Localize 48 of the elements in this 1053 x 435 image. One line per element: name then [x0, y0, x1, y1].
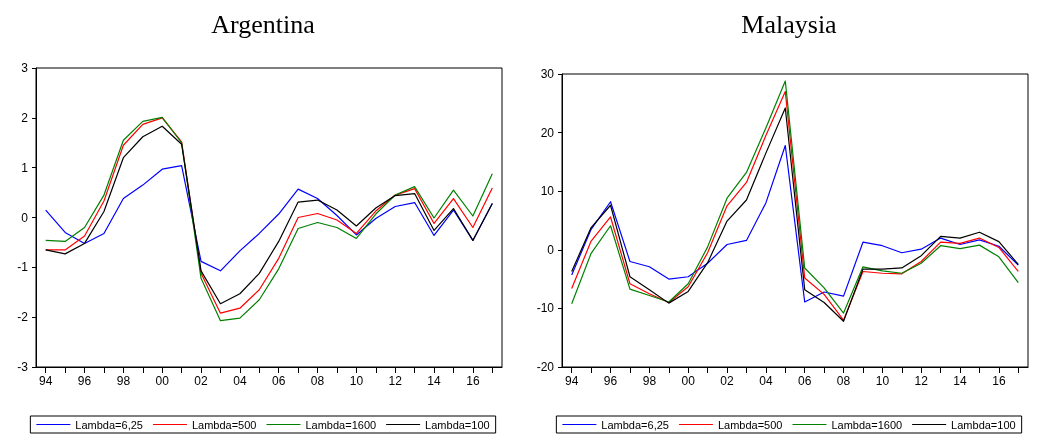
x-tick-label: 96: [603, 374, 618, 388]
x-tick-label: 94: [39, 374, 53, 388]
chart-title: Argentina: [211, 9, 316, 39]
x-tick-label: 16: [992, 374, 1006, 388]
legend-label: Lambda=6,25: [601, 418, 669, 431]
y-tick-label: -1: [17, 260, 29, 275]
x-tick-label: 98: [642, 374, 657, 388]
x-tick-label: 12: [914, 374, 929, 388]
x-tick-label: 96: [77, 374, 92, 388]
x-tick-label: 08: [310, 374, 325, 388]
y-tick-label: 0: [547, 242, 555, 257]
x-tick-label: 02: [194, 374, 209, 388]
x-tick-label: 00: [681, 374, 696, 388]
x-tick-label: 06: [798, 374, 812, 388]
x-tick-label: 04: [759, 374, 773, 388]
legend-label: Lambda=6,25: [75, 418, 143, 431]
y-tick-label: -10: [536, 301, 555, 316]
y-tick-label: 30: [540, 67, 555, 81]
y-tick-label: -3: [17, 360, 29, 374]
x-tick-label: 98: [116, 374, 131, 388]
y-tick-label: -2: [17, 310, 29, 325]
legend-label: Lambda=100: [425, 418, 490, 431]
y-tick-label: 0: [21, 210, 29, 225]
legend-label: Lambda=1600: [305, 418, 377, 431]
y-tick-label: 10: [540, 184, 555, 199]
legend-label: Lambda=500: [191, 418, 257, 431]
x-tick-label: 08: [836, 374, 851, 388]
y-tick-label: 1: [21, 160, 29, 175]
x-tick-label: 04: [233, 374, 247, 388]
x-tick-label: 12: [388, 374, 403, 388]
x-tick-label: 00: [155, 374, 170, 388]
chart-title: Malaysia: [741, 9, 838, 39]
x-tick-label: 94: [565, 374, 579, 388]
y-tick-label: 20: [540, 125, 555, 140]
y-tick-label: 3: [21, 61, 29, 75]
x-tick-label: 14: [953, 374, 968, 388]
y-tick-label: 2: [21, 110, 29, 125]
x-tick-label: 10: [349, 374, 364, 388]
x-tick-label: 06: [272, 374, 286, 388]
legend-label: Lambda=500: [717, 418, 783, 431]
x-tick-label: 16: [466, 374, 480, 388]
line-series: [571, 144, 1019, 303]
legend-label: Lambda=100: [951, 418, 1016, 431]
x-tick-label: 10: [875, 374, 890, 388]
x-tick-label: 14: [427, 374, 442, 388]
x-tick-label: 02: [720, 374, 735, 388]
y-tick-label: -20: [536, 360, 555, 374]
legend-label: Lambda=1600: [831, 418, 903, 431]
